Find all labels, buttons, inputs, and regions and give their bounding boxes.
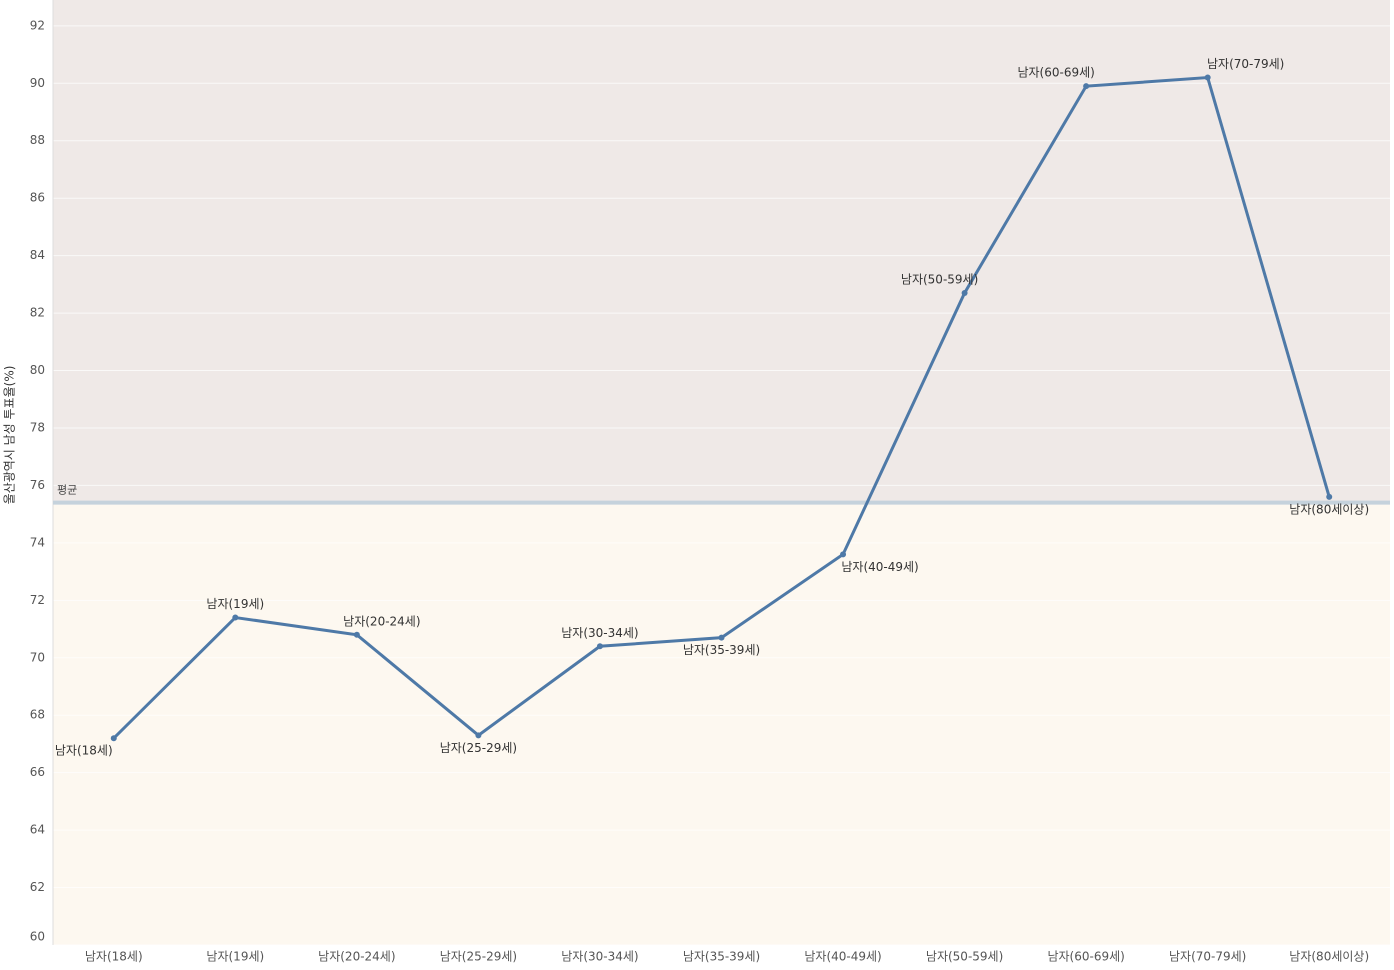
y-tick-label: 72 — [30, 593, 45, 607]
x-tick-label: 남자(60-69세) — [1047, 950, 1124, 964]
point — [840, 551, 847, 558]
point — [475, 732, 482, 739]
y-tick-label: 68 — [30, 708, 45, 722]
point — [1326, 493, 1333, 500]
y-tick-label: 84 — [30, 248, 45, 262]
point — [232, 614, 239, 621]
data-label: 남자(80세이상) — [1289, 502, 1369, 516]
data-label: 남자(18세) — [55, 744, 113, 758]
y-tick-label: 92 — [30, 18, 45, 32]
y-tick-label: 74 — [30, 535, 45, 549]
x-tick-label: 남자(25-29세) — [440, 950, 517, 964]
y-tick-label: 78 — [30, 420, 45, 434]
point — [110, 735, 117, 742]
y-tick-label: 82 — [30, 306, 45, 320]
data-label: 남자(40-49세) — [841, 560, 918, 574]
data-label: 남자(19세) — [206, 597, 264, 611]
data-label: 남자(70-79세) — [1207, 57, 1284, 71]
x-tick-label: 남자(30-34세) — [561, 950, 638, 964]
x-tick-label: 남자(18세) — [85, 950, 143, 964]
x-tick-label: 남자(50-59세) — [926, 950, 1003, 964]
y-tick-label: 80 — [30, 363, 45, 377]
upper-band — [53, 0, 1390, 503]
point — [353, 631, 360, 638]
point — [1204, 74, 1211, 81]
x-tick-label: 남자(40-49세) — [804, 950, 881, 964]
x-tick-label: 남자(35-39세) — [683, 950, 760, 964]
data-label: 남자(50-59세) — [901, 272, 978, 286]
point — [961, 289, 968, 296]
y-tick-label: 66 — [30, 765, 45, 779]
y-tick-label: 86 — [30, 191, 45, 205]
data-label: 남자(35-39세) — [683, 643, 760, 657]
y-tick-label: 62 — [30, 880, 45, 894]
lower-band — [53, 502, 1390, 945]
data-label: 남자(25-29세) — [440, 741, 517, 755]
x-tick-label: 남자(80세이상) — [1289, 950, 1369, 964]
y-tick-label: 70 — [30, 650, 45, 664]
y-axis-title: 울산광역시 남성 투표율(%) — [3, 366, 17, 505]
x-tick-label: 남자(20-24세) — [318, 950, 395, 964]
y-tick-label: 60 — [30, 930, 45, 944]
data-label: 남자(60-69세) — [1017, 66, 1094, 80]
x-tick-label: 남자(70-79세) — [1169, 950, 1246, 964]
y-tick-label: 90 — [30, 76, 45, 90]
y-tick-label: 64 — [30, 823, 45, 837]
point — [1083, 83, 1090, 90]
x-tick-label: 남자(19세) — [206, 950, 264, 964]
reference-label: 평균 — [57, 484, 77, 497]
point — [596, 643, 603, 650]
data-label: 남자(30-34세) — [561, 626, 638, 640]
data-label: 남자(20-24세) — [343, 614, 420, 628]
y-tick-label: 76 — [30, 478, 45, 492]
point — [718, 634, 725, 641]
y-tick-label: 88 — [30, 133, 45, 147]
